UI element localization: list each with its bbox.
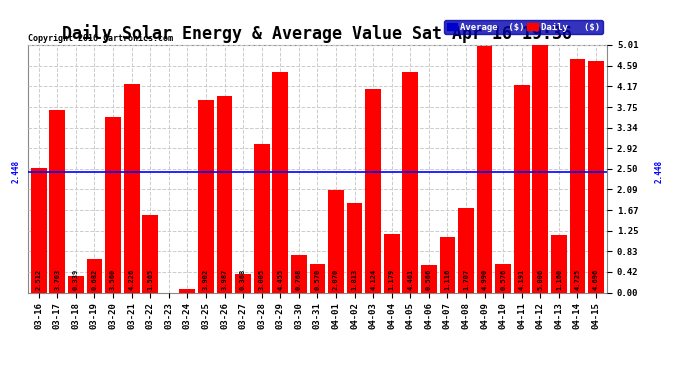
Text: 4.461: 4.461 (407, 269, 413, 290)
Bar (310, 264, 325, 292)
Bar (384, 234, 400, 292)
Bar (254, 144, 270, 292)
Text: 2.448: 2.448 (655, 160, 664, 183)
Title: Daily Solar Energy & Average Value Sat Apr 16 19:36: Daily Solar Energy & Average Value Sat A… (62, 24, 573, 44)
Bar (105, 117, 121, 292)
Text: 0.682: 0.682 (92, 269, 97, 290)
Bar (179, 289, 195, 292)
Bar (495, 264, 511, 292)
Legend: Average  ($), Daily   ($): Average ($), Daily ($) (444, 20, 602, 34)
Bar (551, 235, 566, 292)
Text: 2.070: 2.070 (333, 269, 339, 290)
Text: 4.696: 4.696 (593, 269, 599, 290)
Text: 1.707: 1.707 (463, 269, 469, 290)
Bar (31, 168, 47, 292)
Bar (365, 89, 381, 292)
Bar (569, 59, 585, 292)
Text: 0.768: 0.768 (296, 269, 302, 290)
Text: 3.902: 3.902 (203, 269, 209, 290)
Bar (533, 45, 549, 292)
Bar (50, 110, 66, 292)
Bar (235, 274, 251, 292)
Text: 3.987: 3.987 (221, 269, 228, 290)
Bar (217, 96, 233, 292)
Bar (198, 100, 214, 292)
Text: 5.006: 5.006 (538, 269, 543, 290)
Text: 4.191: 4.191 (519, 269, 525, 290)
Text: 1.160: 1.160 (556, 269, 562, 290)
Bar (458, 208, 474, 292)
Text: 0.368: 0.368 (240, 269, 246, 290)
Bar (440, 237, 455, 292)
Text: 2.512: 2.512 (36, 269, 42, 290)
Text: 0.566: 0.566 (426, 269, 432, 290)
Text: 2.448: 2.448 (12, 160, 21, 183)
Text: 3.703: 3.703 (55, 269, 60, 290)
Text: 4.226: 4.226 (128, 269, 135, 290)
Text: 4.725: 4.725 (575, 269, 580, 290)
Text: 1.116: 1.116 (444, 269, 451, 290)
Bar (588, 60, 604, 292)
Bar (421, 264, 437, 292)
Bar (328, 190, 344, 292)
Bar (273, 72, 288, 292)
Text: 4.124: 4.124 (370, 269, 376, 290)
Bar (68, 276, 83, 292)
Text: 3.560: 3.560 (110, 269, 116, 290)
Bar (291, 255, 307, 292)
Bar (402, 72, 418, 292)
Text: 3.005: 3.005 (259, 269, 265, 290)
Text: 1.179: 1.179 (388, 269, 395, 290)
Text: 1.813: 1.813 (351, 269, 357, 290)
Text: 1.565: 1.565 (147, 269, 153, 290)
Bar (514, 86, 530, 292)
Text: 0.570: 0.570 (315, 269, 320, 290)
Text: 0.576: 0.576 (500, 269, 506, 290)
Bar (142, 215, 158, 292)
Text: Copyright 2016 Cartronics.com: Copyright 2016 Cartronics.com (28, 33, 172, 42)
Text: 4.455: 4.455 (277, 269, 284, 290)
Text: 4.990: 4.990 (482, 269, 488, 290)
Bar (477, 46, 493, 292)
Bar (86, 259, 102, 292)
Text: 0.339: 0.339 (73, 269, 79, 290)
Bar (346, 203, 362, 292)
Bar (124, 84, 139, 292)
